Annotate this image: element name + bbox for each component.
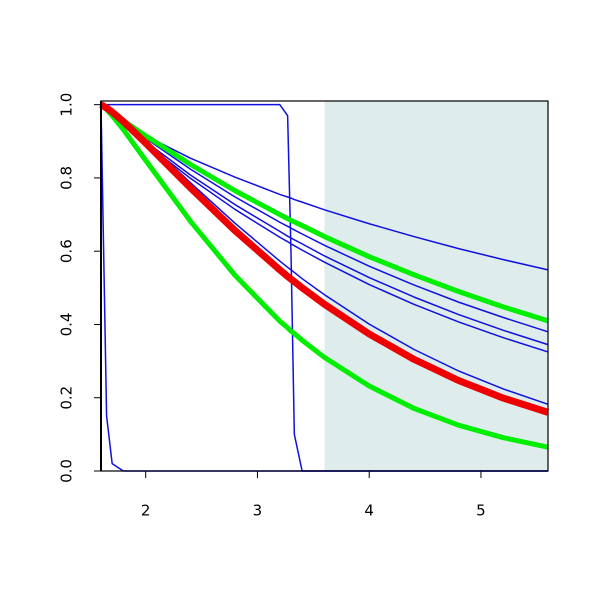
x-tick-label: 5 [476, 502, 486, 520]
y-tick-label: 1.0 [58, 93, 76, 117]
shaded-region [324, 101, 548, 471]
series-line [99, 101, 550, 416]
y-tick-label: 0.6 [58, 239, 76, 263]
y-tick-label: 0.2 [58, 386, 76, 410]
y-tick-label: 0.8 [58, 166, 76, 190]
x-tick-label: 3 [253, 502, 263, 520]
series-line [99, 102, 549, 450]
y-tick-label: 0.0 [58, 459, 76, 483]
y-tick-label: 0.4 [58, 313, 76, 337]
x-tick-label: 2 [141, 502, 151, 520]
x-tick-label: 4 [364, 502, 374, 520]
